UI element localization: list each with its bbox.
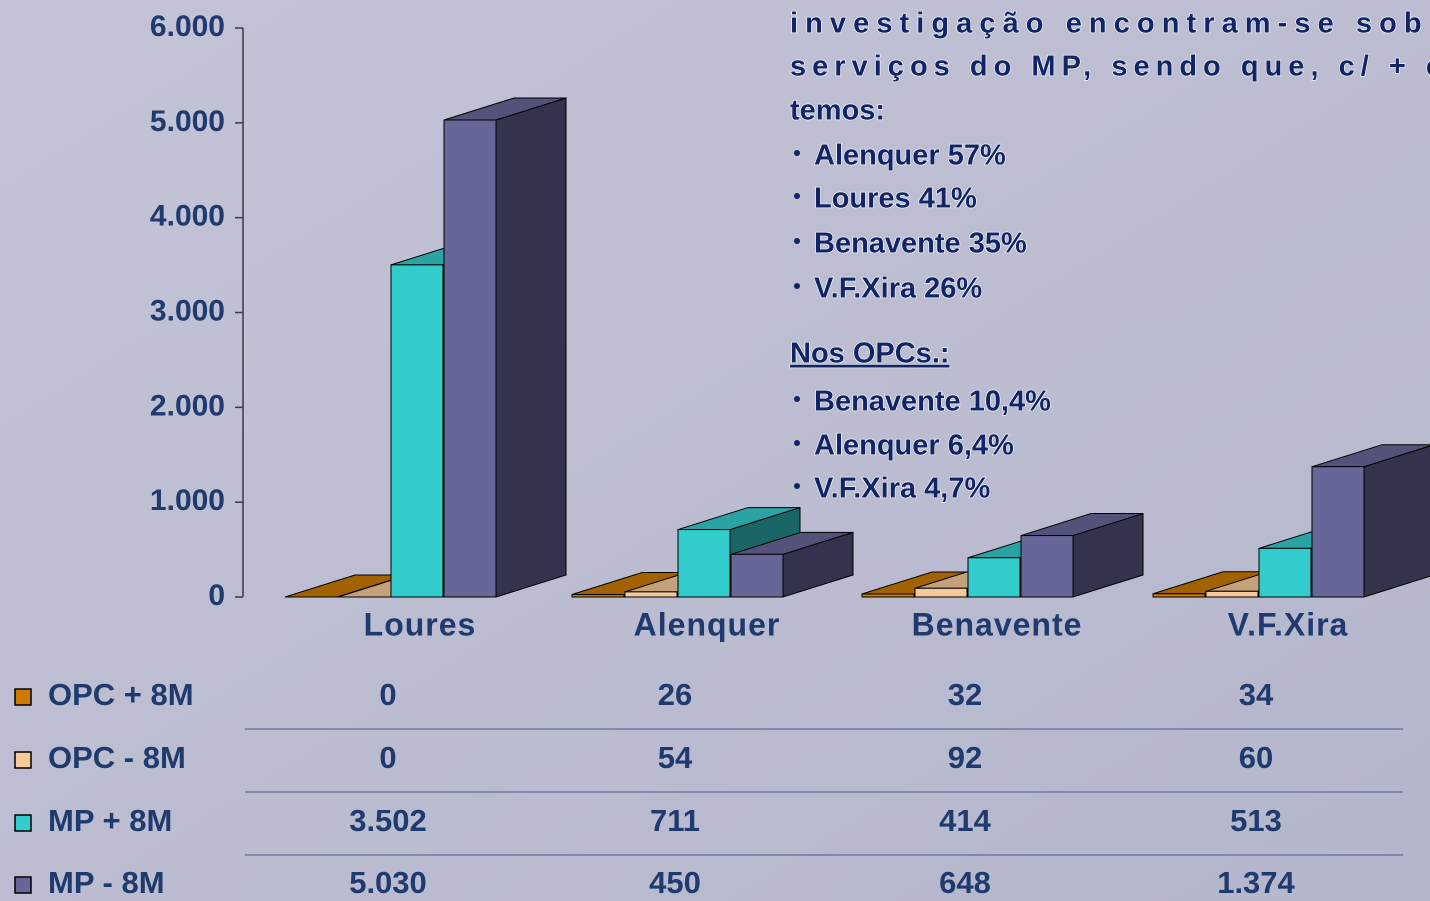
value-label: 92	[948, 740, 982, 775]
legend-swatch	[14, 876, 32, 894]
x-tick-label: Benavente	[912, 606, 1083, 642]
bullet	[794, 440, 800, 446]
annotation: Alenquer 57%	[814, 140, 1006, 172]
bullet	[794, 283, 800, 289]
legend-label: MP + 8M	[48, 803, 172, 838]
bar-side	[1363, 445, 1430, 598]
value-label: 0	[379, 740, 396, 775]
bar	[624, 591, 678, 598]
bar	[730, 553, 784, 598]
bullet	[794, 483, 800, 489]
value-label: 26	[658, 677, 692, 712]
annotation: V.F.Xira 4,7%	[814, 473, 990, 505]
value-label: 3.502	[349, 803, 427, 838]
annotation: Benavente 10,4%	[814, 386, 1051, 418]
value-label: 34	[1239, 677, 1274, 712]
bar	[443, 119, 497, 598]
annotation: Loures 41%	[814, 183, 977, 215]
legend-swatch	[14, 688, 32, 706]
bar	[967, 557, 1021, 598]
y-tick-label: 3.000	[150, 294, 225, 327]
bar	[1205, 590, 1259, 598]
value-label: 32	[948, 677, 982, 712]
value-label: 648	[939, 865, 991, 900]
bullet	[794, 193, 800, 199]
x-tick-label: Alenquer	[634, 606, 781, 642]
annotation: Alenquer 6,4%	[814, 430, 1014, 462]
bullet	[794, 238, 800, 244]
y-tick-label: 4.000	[150, 200, 225, 233]
legend-swatch	[14, 751, 32, 769]
value-label: 60	[1239, 740, 1273, 775]
y-tick-label: 6.000	[150, 10, 225, 43]
bar-side	[495, 97, 567, 598]
bar	[677, 529, 731, 598]
bullet	[794, 150, 800, 156]
x-tick-label: V.F.Xira	[1228, 606, 1349, 642]
bullet	[794, 396, 800, 402]
annotation: V.F.Xira 26%	[814, 273, 982, 305]
legend-label: MP - 8M	[48, 865, 165, 900]
legend-label: OPC + 8M	[48, 677, 194, 712]
value-label: 1.374	[1217, 865, 1295, 900]
annotation: temos:	[790, 95, 885, 127]
y-tick-label: 0	[208, 579, 225, 612]
y-tick-label: 1.000	[150, 484, 225, 517]
value-label: 711	[650, 803, 700, 838]
legend-label: OPC - 8M	[48, 740, 186, 775]
bar	[861, 593, 915, 598]
bar	[571, 594, 625, 598]
legend-swatch	[14, 814, 32, 832]
bar	[914, 587, 968, 598]
value-label: 0	[379, 677, 396, 712]
annotation: Nos OPCs.:	[790, 338, 950, 370]
bar	[1258, 547, 1312, 598]
y-tick-label: 2.000	[150, 389, 225, 422]
bar	[1152, 593, 1206, 598]
value-label: 54	[658, 740, 693, 775]
table-lines	[245, 728, 1403, 856]
bar	[390, 264, 444, 598]
x-tick-label: Loures	[364, 606, 477, 642]
y-tick-label: 5.000	[150, 105, 225, 138]
value-label: 414	[939, 803, 991, 838]
bar	[1020, 535, 1074, 598]
annotation: Benavente 35%	[814, 228, 1027, 260]
value-label: 513	[1230, 803, 1282, 838]
bar	[1311, 466, 1365, 598]
value-label: 5.030	[349, 865, 427, 900]
value-label: 450	[649, 865, 701, 900]
